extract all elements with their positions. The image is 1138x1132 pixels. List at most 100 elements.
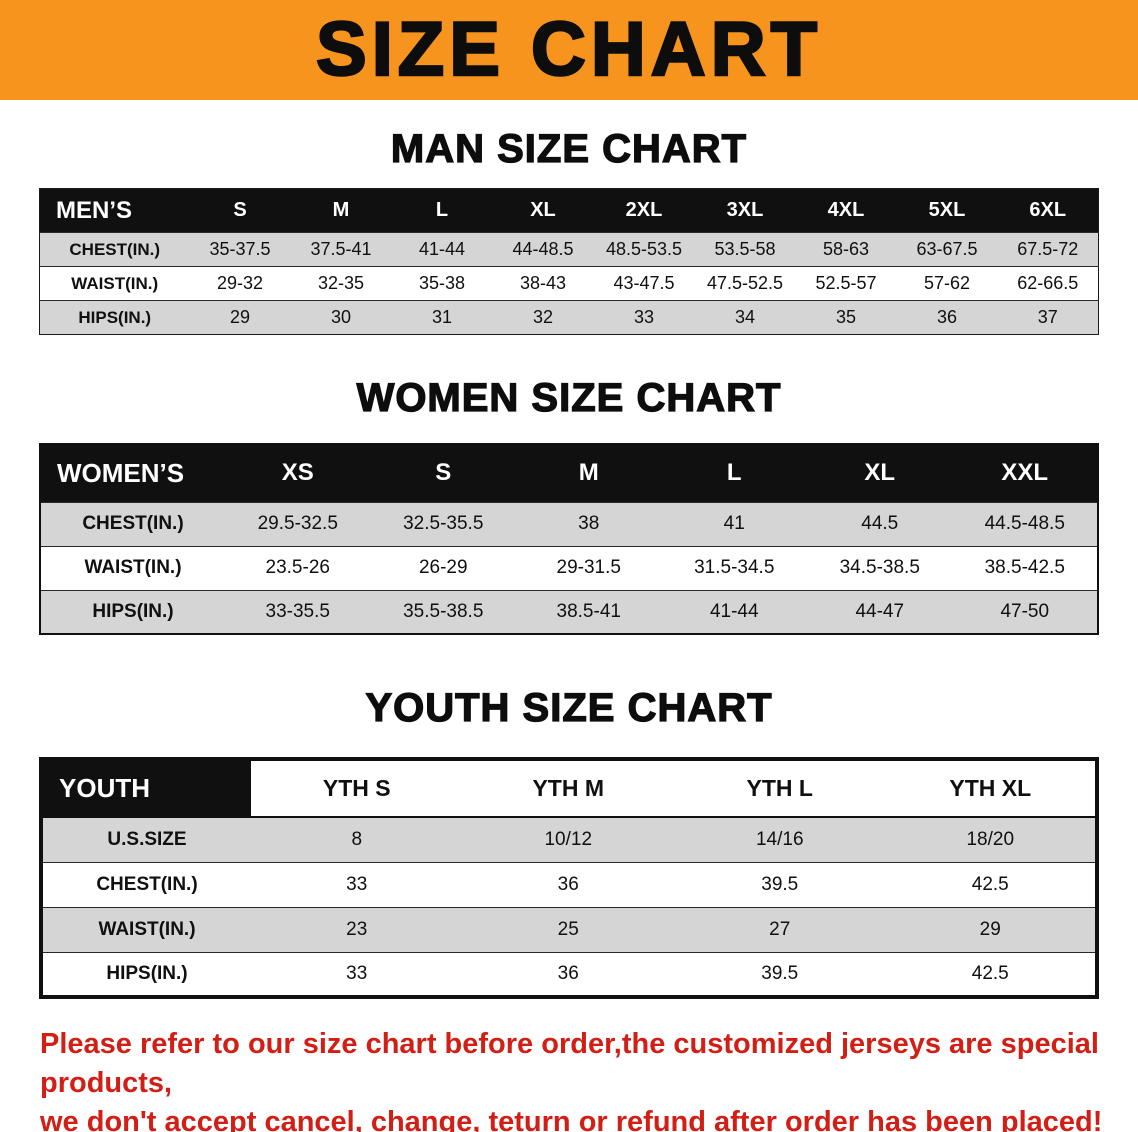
men-data-row: HIPS(IN.) 29 30 31 32 33 34 35 36 37: [39, 300, 1099, 335]
disclaimer-line-1: Please refer to our size chart before or…: [40, 1028, 1099, 1100]
youth-table-title: YOUTH: [41, 759, 251, 817]
women-size-value: 23.5-26: [265, 557, 330, 578]
women-row-label: CHEST(IN.): [82, 513, 184, 534]
youth-row-label: U.S.SIZE: [107, 828, 187, 850]
disclaimer: Please refer to our size chart before or…: [40, 1025, 1138, 1132]
men-column-header: 6XL: [1029, 199, 1067, 221]
men-size-value: 33: [633, 307, 655, 327]
women-size-value: 29.5-32.5: [257, 513, 338, 534]
men-size-value: 29-32: [216, 273, 264, 293]
women-column-header: S: [435, 459, 452, 487]
men-column-header: 4XL: [827, 199, 865, 221]
youth-column-header: YTH S: [322, 775, 391, 801]
men-column-header: L: [435, 199, 449, 221]
women-size-chart-heading: WOMEN SIZE CHART: [356, 375, 782, 420]
page-title: SIZE CHART: [315, 7, 822, 92]
women-column-header: L: [726, 459, 742, 487]
banner: SIZE CHART: [0, 0, 1138, 100]
youth-data-row: WAIST(IN.) 23 25 27 29: [41, 907, 1097, 952]
women-size-value: 32.5-35.5: [403, 513, 484, 534]
women-size-value: 41: [723, 513, 745, 534]
youth-size-value: 8: [351, 828, 363, 850]
men-size-value: 38-43: [519, 273, 567, 293]
women-size-value: 31.5-34.5: [694, 557, 775, 578]
youth-size-value: 25: [557, 918, 579, 940]
youth-column-header: YTH M: [532, 775, 605, 801]
youth-column-header: YTH L: [746, 775, 813, 801]
men-size-value: 32-35: [317, 273, 365, 293]
women-size-value: 34.5-38.5: [839, 557, 920, 578]
youth-size-value: 36: [557, 962, 579, 984]
men-size-value: 57-62: [923, 273, 971, 293]
men-size-value: 52.5-57: [815, 273, 877, 293]
men-row-label: WAIST(IN.): [71, 273, 159, 293]
women-table-title: WOMEN’S: [57, 457, 185, 488]
youth-size-chart-heading: YOUTH SIZE CHART: [365, 685, 773, 730]
youth-header-row: YOUTH YTH S YTH M YTH L YTH XL: [41, 759, 1097, 817]
men-size-value: 53.5-58: [714, 239, 776, 259]
disclaimer-line-2: we don't accept cancel, change, teturn o…: [40, 1106, 1103, 1132]
men-size-value: 32: [532, 307, 554, 327]
youth-data-row: CHEST(IN.) 33 36 39.5 42.5: [41, 862, 1097, 907]
men-column-header: 5XL: [928, 199, 966, 221]
men-size-value: 37: [1037, 307, 1058, 327]
men-size-value: 30: [330, 307, 352, 327]
women-size-value: 44.5: [861, 513, 899, 534]
men-data-row: WAIST(IN.) 29-32 32-35 35-38 38-43 43-47.5 47.…: [39, 266, 1099, 301]
men-size-value: 37.5-41: [310, 239, 372, 259]
women-data-row: WAIST(IN.) 23.5-26 26-29 29-31.5 31.5-34.5 34…: [40, 546, 1098, 590]
men-column-header: S: [233, 199, 247, 221]
section-youth: YOUTH SIZE CHART YOUTH YTH S YTH M YTH L YTH …: [0, 685, 1138, 999]
section-women: WOMEN SIZE CHART WOMEN’S XS S M L XL XXL CHEST(I…: [0, 375, 1138, 635]
men-column-header: XL: [530, 199, 556, 221]
men-size-value: 62-66.5: [1017, 273, 1079, 293]
men-size-value: 34: [734, 307, 756, 327]
men-size-value: 35: [835, 307, 857, 327]
men-size-value: 31: [431, 307, 453, 327]
section-men: MAN SIZE CHART MEN’S S M L XL 2XL 3XL 4XL 5XL 6XL C…: [0, 126, 1138, 335]
youth-data-row: HIPS(IN.) 33 36 39.5 42.5: [41, 952, 1097, 997]
women-data-row: CHEST(IN.) 29.5-32.5 32.5-35.5 38 41 44.5 44.5…: [40, 502, 1098, 546]
women-row-label: WAIST(IN.): [84, 557, 182, 578]
men-size-value: 41-44: [418, 239, 466, 259]
men-size-value: 35-38: [418, 273, 466, 293]
youth-column-header: YTH XL: [949, 775, 1032, 801]
women-size-value: 38.5-42.5: [984, 557, 1065, 578]
youth-size-value: 39.5: [761, 873, 799, 895]
men-row-label: HIPS(IN.): [78, 307, 152, 327]
women-size-value: 33-35.5: [265, 600, 330, 622]
men-column-header: 3XL: [726, 199, 764, 221]
youth-size-value: 36: [557, 873, 579, 895]
men-row-label: CHEST(IN.): [69, 239, 161, 259]
men-column-header: 2XL: [625, 199, 663, 221]
women-size-value: 44.5-48.5: [984, 513, 1065, 534]
youth-size-value: 10/12: [544, 828, 593, 850]
women-size-value: 38.5-41: [556, 600, 621, 622]
men-size-chart-heading: MAN SIZE CHART: [390, 126, 748, 171]
men-size-table: MEN’S S M L XL 2XL 3XL 4XL 5XL 6XL CHEST(IN.) 35-37…: [39, 188, 1099, 335]
women-size-value: 38: [578, 513, 600, 534]
women-row-label: HIPS(IN.): [92, 600, 174, 622]
men-column-header: M: [332, 199, 350, 221]
youth-size-table: YOUTH YTH S YTH M YTH L YTH XL U.S.SIZE 8 10/12…: [39, 757, 1099, 999]
women-column-header: XXL: [1001, 459, 1049, 487]
men-size-value: 63-67.5: [916, 239, 978, 259]
women-size-value: 29-31.5: [556, 557, 621, 578]
youth-size-value: 33: [346, 962, 368, 984]
youth-size-value: 42.5: [971, 873, 1009, 895]
youth-size-value: 18/20: [966, 828, 1015, 850]
men-data-row: CHEST(IN.) 35-37.5 37.5-41 41-44 44-48.5 48.5…: [39, 232, 1099, 267]
women-header-row: WOMEN’S XS S M L XL XXL: [40, 444, 1098, 502]
men-size-value: 36: [936, 307, 958, 327]
youth-size-value: 33: [346, 873, 368, 895]
men-size-value: 47.5-52.5: [706, 273, 784, 293]
women-size-value: 41-44: [709, 600, 759, 622]
youth-size-value: 27: [769, 918, 791, 940]
women-size-value: 26-29: [418, 557, 468, 578]
men-size-value: 48.5-53.5: [605, 239, 683, 259]
youth-row-label: CHEST(IN.): [96, 873, 198, 895]
men-size-value: 58-63: [822, 239, 870, 259]
size-chart-sections: MAN SIZE CHART MEN’S S M L XL 2XL 3XL 4XL 5XL 6XL C…: [0, 126, 1138, 999]
women-size-value: 44-47: [855, 600, 905, 622]
